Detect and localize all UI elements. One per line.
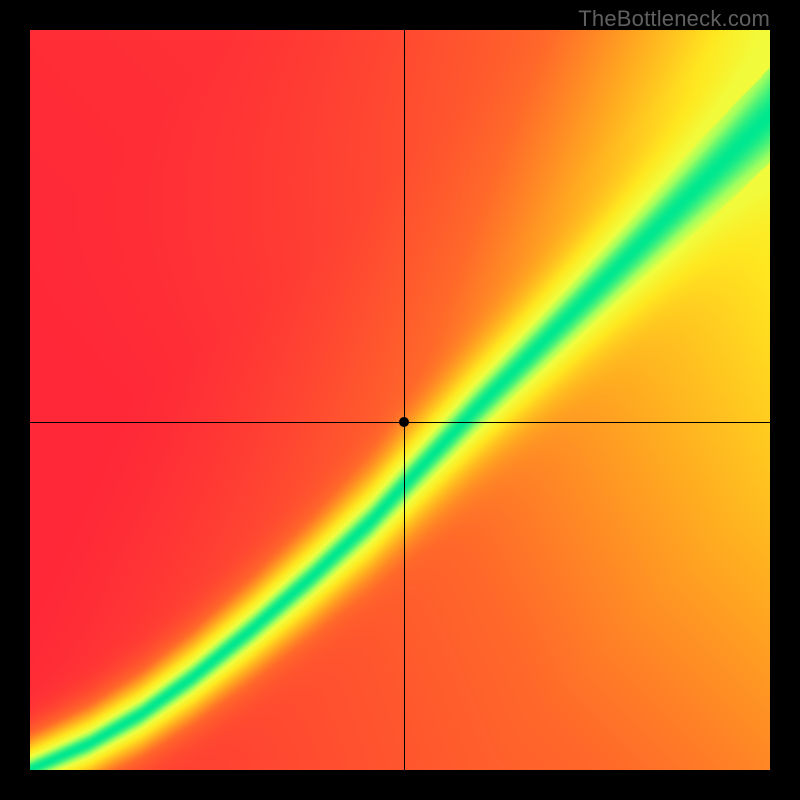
plot-area	[30, 30, 770, 770]
watermark-text: TheBottleneck.com	[578, 6, 770, 32]
bottleneck-heatmap	[30, 30, 770, 770]
crosshair-vertical	[404, 30, 405, 770]
crosshair-marker	[399, 417, 409, 427]
